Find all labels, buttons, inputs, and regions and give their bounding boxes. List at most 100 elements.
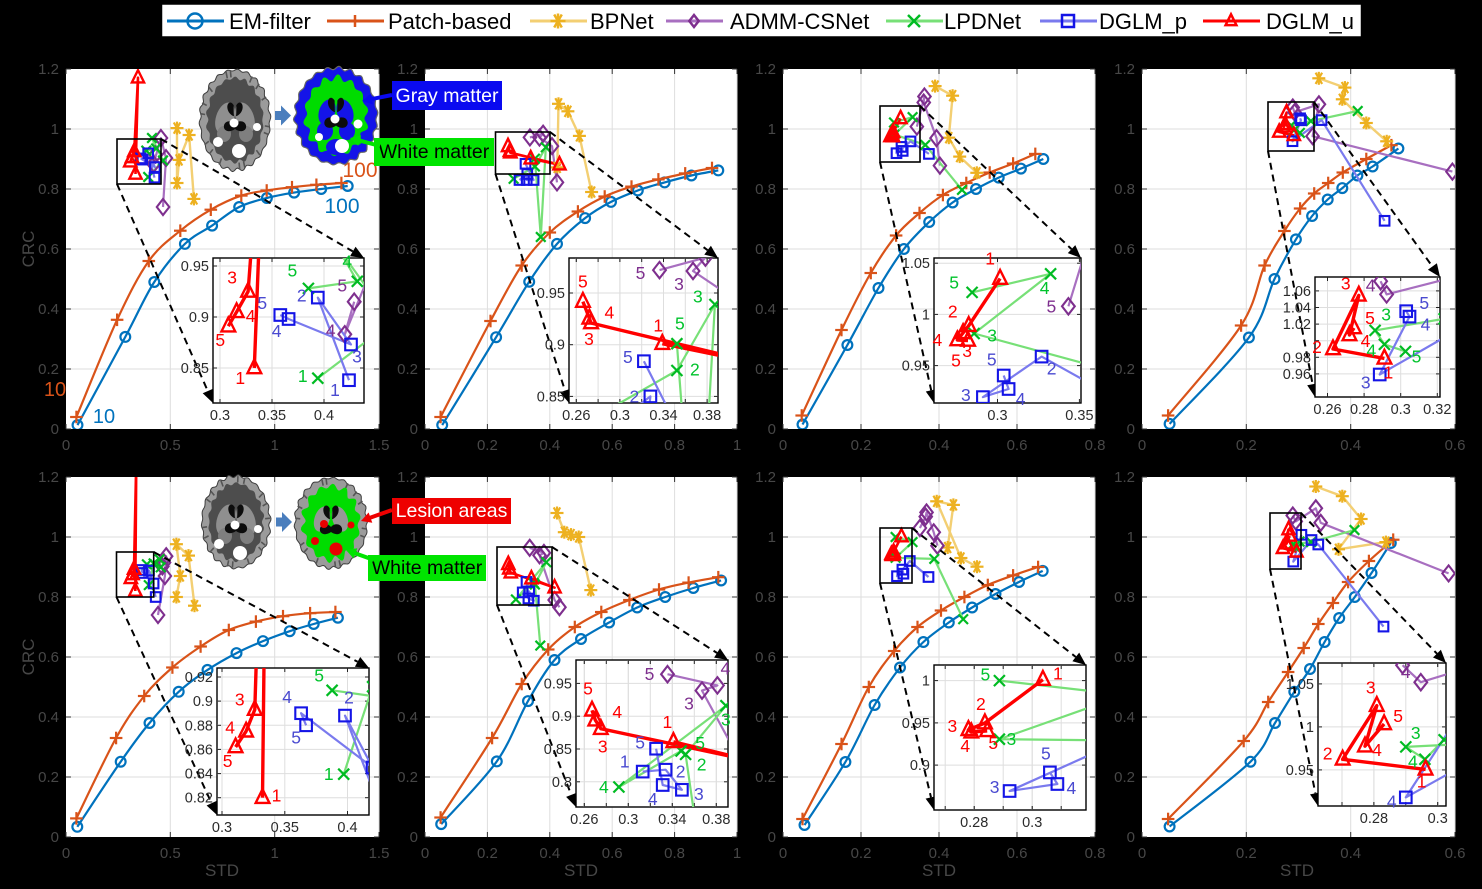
svg-text:5: 5 — [695, 733, 705, 753]
svg-text:3: 3 — [1411, 723, 1421, 743]
svg-text:0: 0 — [779, 845, 787, 862]
svg-text:5: 5 — [951, 351, 961, 371]
svg-text:5: 5 — [583, 678, 593, 698]
svg-text:0: 0 — [779, 437, 787, 454]
svg-text:0.82: 0.82 — [185, 791, 213, 807]
svg-text:0.2: 0.2 — [755, 769, 776, 786]
svg-text:0.3: 0.3 — [1022, 815, 1042, 831]
svg-text:3: 3 — [584, 329, 594, 349]
svg-text:4: 4 — [605, 302, 615, 322]
svg-text:0.2: 0.2 — [851, 437, 872, 454]
svg-text:1: 1 — [51, 529, 59, 546]
svg-text:5: 5 — [223, 751, 233, 771]
svg-text:3: 3 — [227, 268, 237, 288]
svg-text:3: 3 — [684, 694, 694, 714]
svg-text:0.2: 0.2 — [1114, 769, 1135, 786]
svg-text:0.8: 0.8 — [664, 845, 685, 862]
svg-text:0.34: 0.34 — [649, 408, 677, 424]
svg-text:4: 4 — [1408, 751, 1418, 771]
svg-text:5: 5 — [291, 727, 301, 747]
svg-text:5: 5 — [981, 665, 991, 685]
svg-text:0.9: 0.9 — [910, 758, 930, 774]
svg-text:4: 4 — [933, 330, 943, 350]
svg-text:0: 0 — [1138, 437, 1146, 454]
svg-text:0.3: 0.3 — [210, 408, 230, 424]
svg-text:4: 4 — [612, 702, 622, 722]
svg-text:1: 1 — [1384, 362, 1394, 382]
svg-text:0.6: 0.6 — [38, 241, 59, 258]
svg-text:0.85: 0.85 — [544, 742, 572, 758]
svg-text:0.6: 0.6 — [1007, 437, 1028, 454]
svg-text:1: 1 — [620, 752, 630, 772]
svg-text:1: 1 — [733, 845, 741, 862]
svg-text:0.3: 0.3 — [1428, 811, 1448, 827]
svg-text:100: 100 — [342, 159, 377, 182]
svg-text:0.9: 0.9 — [552, 709, 572, 725]
svg-text:3: 3 — [1341, 273, 1351, 293]
svg-text:5: 5 — [257, 293, 267, 313]
svg-text:1: 1 — [768, 529, 776, 546]
svg-text:ADMM-CSNet: ADMM-CSNet — [730, 9, 869, 34]
svg-text:0.35: 0.35 — [271, 820, 299, 836]
svg-text:0: 0 — [51, 829, 59, 846]
svg-text:0.28: 0.28 — [1360, 811, 1388, 827]
svg-text:0.8: 0.8 — [397, 589, 418, 606]
svg-text:4: 4 — [342, 251, 352, 271]
svg-text:3: 3 — [674, 274, 684, 294]
svg-text:0.85: 0.85 — [181, 361, 209, 377]
svg-text:5: 5 — [288, 260, 298, 280]
svg-text:5: 5 — [1412, 346, 1422, 366]
svg-text:4: 4 — [1366, 275, 1376, 295]
svg-text:3: 3 — [352, 347, 362, 367]
svg-text:0.8: 0.8 — [397, 181, 418, 198]
svg-text:5: 5 — [337, 276, 347, 296]
svg-text:0.95: 0.95 — [1286, 763, 1314, 779]
svg-text:0: 0 — [1127, 829, 1135, 846]
svg-text:2: 2 — [690, 360, 700, 380]
svg-text:0.4: 0.4 — [539, 437, 560, 454]
svg-text:Gray matter: Gray matter — [396, 85, 499, 107]
svg-text:0: 0 — [421, 845, 429, 862]
svg-text:0.5: 0.5 — [160, 437, 181, 454]
svg-text:0.9: 0.9 — [189, 310, 209, 326]
svg-text:STD: STD — [1280, 861, 1314, 880]
svg-text:4: 4 — [721, 658, 731, 678]
svg-text:1.5: 1.5 — [369, 845, 390, 862]
svg-text:0.8: 0.8 — [664, 437, 685, 454]
svg-text:1: 1 — [324, 764, 334, 784]
svg-text:1: 1 — [1127, 121, 1135, 138]
svg-text:1: 1 — [235, 368, 245, 388]
svg-text:STD: STD — [564, 861, 598, 880]
svg-text:0.6: 0.6 — [1007, 845, 1028, 862]
svg-text:0: 0 — [51, 421, 59, 438]
svg-text:0.6: 0.6 — [397, 241, 418, 258]
svg-text:0: 0 — [768, 421, 776, 438]
svg-text:1.06: 1.06 — [1283, 284, 1311, 300]
svg-text:1.2: 1.2 — [1114, 61, 1135, 78]
svg-text:Patch-based: Patch-based — [388, 9, 512, 34]
svg-text:0.84: 0.84 — [185, 767, 213, 783]
svg-text:4: 4 — [1067, 778, 1077, 798]
svg-text:0.34: 0.34 — [658, 812, 686, 828]
svg-text:0.8: 0.8 — [1085, 437, 1106, 454]
svg-text:5: 5 — [636, 263, 646, 283]
svg-text:0.3: 0.3 — [212, 820, 232, 836]
svg-text:5: 5 — [675, 314, 685, 334]
svg-text:4: 4 — [1016, 389, 1026, 409]
svg-text:0.3: 0.3 — [618, 812, 638, 828]
svg-text:0.96: 0.96 — [1283, 367, 1311, 383]
svg-text:1.2: 1.2 — [397, 61, 418, 78]
svg-text:0.6: 0.6 — [1114, 649, 1135, 666]
svg-text:1: 1 — [922, 307, 930, 323]
svg-text:0.95: 0.95 — [544, 676, 572, 692]
svg-text:1: 1 — [298, 366, 308, 386]
svg-text:0.4: 0.4 — [314, 408, 334, 424]
svg-text:0.3: 0.3 — [1391, 402, 1411, 418]
svg-text:White matter: White matter — [372, 557, 483, 579]
svg-text:0.2: 0.2 — [755, 361, 776, 378]
svg-text:LPDNet: LPDNet — [944, 9, 1021, 34]
svg-text:0.4: 0.4 — [755, 301, 776, 318]
svg-text:0.4: 0.4 — [755, 709, 776, 726]
svg-text:0.28: 0.28 — [960, 815, 988, 831]
svg-text:0.8: 0.8 — [755, 181, 776, 198]
